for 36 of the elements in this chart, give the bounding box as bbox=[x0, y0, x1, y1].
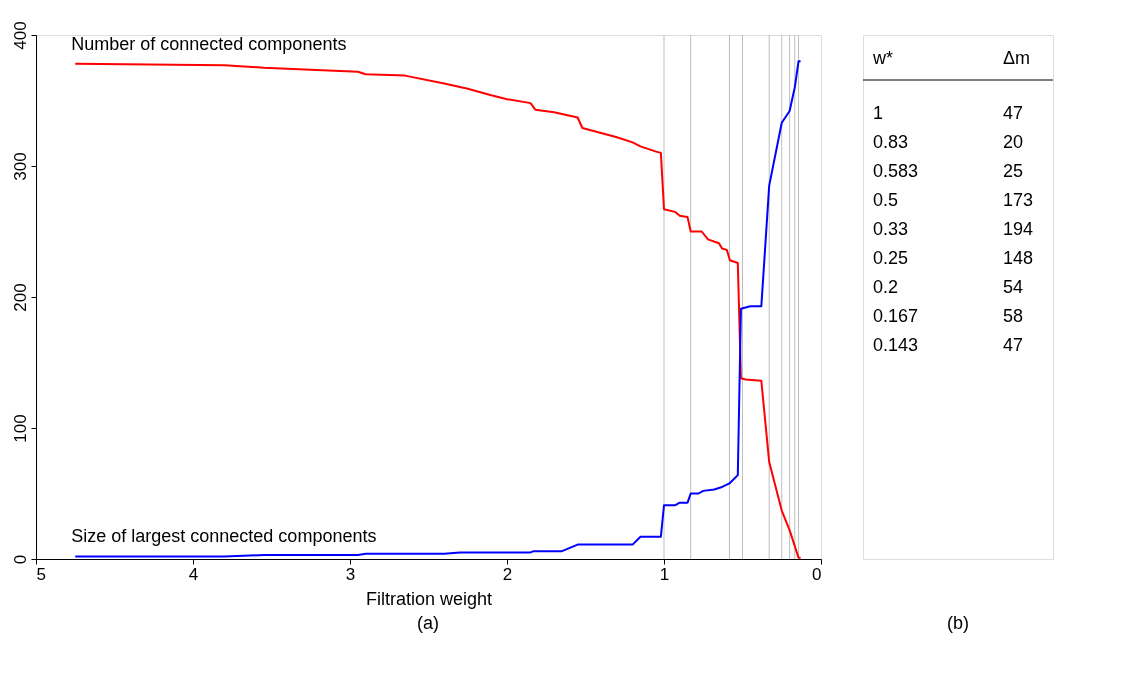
y-tick-label: 400 bbox=[10, 21, 30, 50]
text: 25 bbox=[1003, 161, 1024, 181]
text: 0.2 bbox=[873, 277, 899, 297]
text: 0.83 bbox=[873, 132, 909, 152]
y-tick-label: 300 bbox=[10, 152, 30, 181]
series-label: Number of connected components bbox=[71, 33, 347, 54]
x-tick-label: 2 bbox=[502, 564, 513, 584]
text: (b) bbox=[947, 613, 969, 633]
x-tick-label: 3 bbox=[345, 564, 356, 584]
x-tick-label: 1 bbox=[659, 564, 670, 584]
text: 0.25 bbox=[873, 248, 909, 268]
text: 47 bbox=[1003, 103, 1024, 123]
text: w* bbox=[872, 48, 894, 68]
text: 20 bbox=[1003, 132, 1024, 152]
y-tick-label: 100 bbox=[10, 414, 30, 443]
x-axis-title: Filtration weight bbox=[365, 588, 493, 609]
text: 173 bbox=[1003, 190, 1034, 210]
x-tick-label: 5 bbox=[36, 564, 46, 584]
text: Δm bbox=[1003, 48, 1031, 68]
text: 0.5 bbox=[873, 190, 899, 210]
x-tick-label: 0 bbox=[812, 564, 822, 584]
y-tick-label: 0 bbox=[10, 554, 30, 565]
series-label: Size of largest connected components bbox=[71, 526, 377, 547]
text: 58 bbox=[1003, 306, 1024, 326]
text: 0.167 bbox=[873, 306, 919, 326]
text: (a) bbox=[417, 613, 439, 633]
text: 194 bbox=[1003, 219, 1034, 239]
x-tick-label: 4 bbox=[188, 564, 199, 584]
text: 0.583 bbox=[873, 161, 919, 181]
y-tick-label: 200 bbox=[10, 283, 30, 312]
text: 1 bbox=[873, 103, 884, 123]
text: 47 bbox=[1003, 335, 1024, 355]
text: 0.143 bbox=[873, 335, 919, 355]
text: 54 bbox=[1003, 277, 1024, 297]
text: 0.33 bbox=[873, 219, 909, 239]
text: 148 bbox=[1003, 248, 1034, 268]
